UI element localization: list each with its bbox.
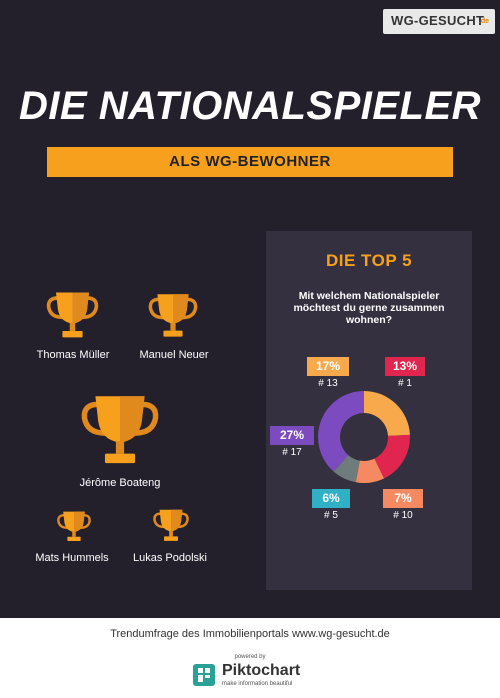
logo-tld: .de — [478, 18, 489, 25]
player-name: Mats Hummels — [35, 552, 109, 564]
donut-slice — [374, 434, 410, 479]
powered-by-text: powered by — [234, 654, 266, 660]
piktochart-logo-icon — [193, 664, 215, 686]
rank-label: # 17 — [282, 447, 302, 458]
infographic-poster: WG-GESUCHT .de DIE NATIONALSPIELER ALS W… — [0, 0, 500, 618]
wg-gesucht-logo[interactable]: WG-GESUCHT .de — [383, 9, 495, 34]
player-name: Lukas Podolski — [133, 552, 207, 564]
page-title: DIE NATIONALSPIELER — [18, 84, 482, 128]
percent-badge: 13% — [385, 357, 425, 376]
rank-label: # 5 — [324, 510, 338, 521]
percent-badge: 27% — [270, 426, 314, 445]
subtitle-banner: ALS WG-BEWOHNER — [47, 147, 453, 177]
donut-slice — [333, 455, 360, 483]
chart-subtitle: Mit welchem Nationalspieler möchtest du … — [293, 290, 445, 326]
trophy-icon — [46, 292, 99, 338]
piktochart-wordmark: Piktochart — [222, 662, 301, 679]
rank-label: # 1 — [398, 378, 412, 389]
percent-badge: 17% — [307, 357, 349, 376]
trophy-icon — [57, 511, 91, 541]
trophy-icon — [148, 294, 198, 337]
trophy-icon — [153, 509, 189, 541]
donut-slice — [355, 458, 384, 483]
subtitle-text: ALS WG-BEWOHNER — [169, 153, 331, 170]
donut-chart — [318, 391, 410, 483]
percent-badge: 7% — [383, 489, 423, 508]
player-name: Manuel Neuer — [139, 349, 209, 361]
player-name: Thomas Müller — [36, 349, 110, 361]
player-name: Jérôme Boateng — [79, 477, 161, 489]
footer-text: Trendumfrage des Immobilienportals www.w… — [110, 628, 390, 640]
percent-badge: 6% — [312, 489, 350, 508]
trophy-icon — [81, 396, 159, 464]
chart-title: DIE TOP 5 — [325, 251, 413, 270]
donut-slice — [364, 391, 410, 436]
donut-slice — [318, 391, 364, 472]
rank-label: # 13 — [318, 378, 338, 389]
rank-label: # 10 — [393, 510, 413, 521]
piktochart-tagline: make information beautiful — [222, 681, 293, 687]
logo-text: WG-GESUCHT — [391, 13, 485, 28]
